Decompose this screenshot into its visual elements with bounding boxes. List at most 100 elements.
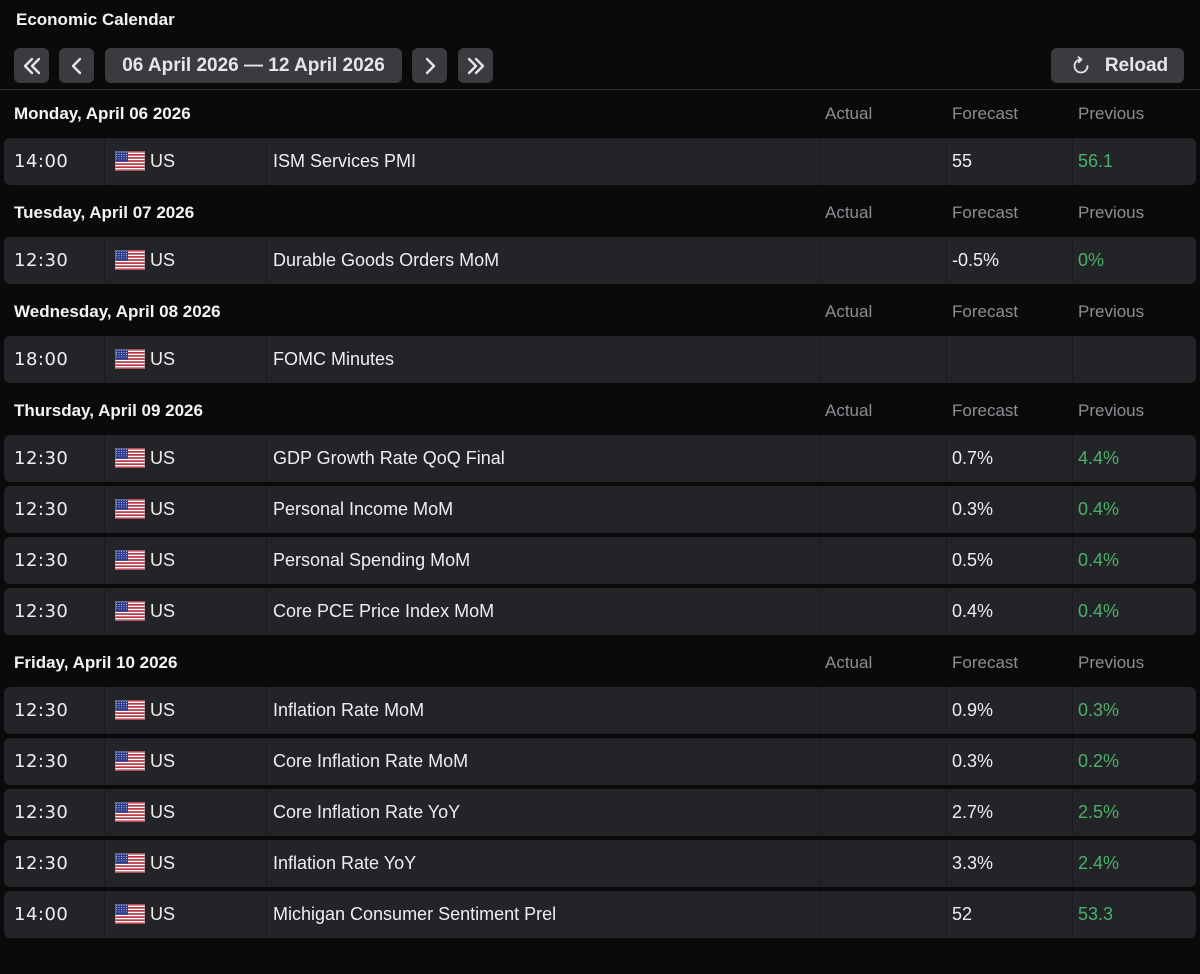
column-separator <box>819 789 820 836</box>
column-separator <box>266 687 267 734</box>
previous-week-button[interactable] <box>59 48 94 83</box>
event-row[interactable]: 12:30 US Durable Goods Orders MoM -0.5% 0% <box>4 237 1196 284</box>
calendar-list: Monday, April 06 2026 Actual Forecast Previ… <box>0 90 1200 942</box>
event-country: US <box>150 550 176 570</box>
column-separator <box>819 891 820 938</box>
us-flag-icon <box>115 802 145 822</box>
day-header: Tuesday, April 07 2026 Actual Forecast Prev… <box>0 189 1200 237</box>
column-header-forecast: Forecast <box>952 401 1019 420</box>
column-separator <box>104 891 105 938</box>
event-country: US <box>150 448 176 468</box>
event-previous: 0.4% <box>1078 499 1120 519</box>
column-separator <box>104 588 105 635</box>
column-separator <box>266 840 267 887</box>
toolbar-divider <box>0 89 1200 90</box>
column-separator <box>946 486 947 533</box>
day-header: Thursday, April 09 2026 Actual Forecast Pre… <box>0 387 1200 435</box>
event-country: US <box>150 904 176 924</box>
event-time: 18:00 <box>14 349 69 370</box>
column-separator <box>1072 738 1073 785</box>
event-forecast: 3.3% <box>952 853 994 873</box>
chevron-left-icon <box>71 57 81 74</box>
event-time: 12:30 <box>14 550 69 571</box>
last-week-button[interactable] <box>458 48 493 83</box>
event-time: 12:30 <box>14 853 69 874</box>
event-name: GDP Growth Rate QoQ Final <box>273 448 505 468</box>
column-header-previous: Previous <box>1078 203 1145 222</box>
column-separator <box>104 789 105 836</box>
column-separator <box>266 789 267 836</box>
event-previous: 2.5% <box>1078 802 1120 822</box>
event-row[interactable]: 12:30 US Core Inflation Rate YoY 2.7% 2.5% <box>4 789 1196 836</box>
column-separator <box>819 738 820 785</box>
column-separator <box>819 237 820 284</box>
column-separator <box>266 738 267 785</box>
us-flag-icon <box>115 550 145 570</box>
us-flag-icon <box>115 151 145 171</box>
column-header-forecast: Forecast <box>952 104 1019 123</box>
reload-button[interactable]: Reload <box>1051 48 1184 83</box>
event-previous: 56.1 <box>1078 151 1114 171</box>
column-separator <box>819 588 820 635</box>
us-flag-icon <box>115 349 145 369</box>
event-name: Michigan Consumer Sentiment Prel <box>273 904 557 924</box>
column-separator <box>104 537 105 584</box>
column-separator <box>946 138 947 185</box>
event-row[interactable]: 12:30 US Inflation Rate MoM 0.9% 0.3% <box>4 687 1196 734</box>
column-separator <box>266 537 267 584</box>
event-time: 12:30 <box>14 802 69 823</box>
column-separator <box>104 237 105 284</box>
day-label: Monday, April 06 2026 <box>14 104 191 123</box>
column-header-actual: Actual <box>825 653 873 672</box>
column-separator <box>1072 588 1073 635</box>
date-range-button[interactable]: 06 April 2026 — 12 April 2026 <box>105 48 402 83</box>
day-header: Wednesday, April 08 2026 Actual Forecast Pr… <box>0 288 1200 336</box>
event-previous: 0.2% <box>1078 751 1120 771</box>
event-row[interactable]: 12:30 US Core PCE Price Index MoM 0.4% 0.4% <box>4 588 1196 635</box>
event-name: Personal Spending MoM <box>273 550 471 570</box>
event-time: 12:30 <box>14 448 69 469</box>
event-forecast: -0.5% <box>952 250 1000 270</box>
event-row[interactable]: 12:30 US Inflation Rate YoY 3.3% 2.4% <box>4 840 1196 887</box>
event-previous: 0.4% <box>1078 601 1120 621</box>
event-previous: 2.4% <box>1078 853 1120 873</box>
event-name: Inflation Rate MoM <box>273 700 425 720</box>
reload-label: Reload <box>1104 54 1169 76</box>
event-forecast: 52 <box>952 904 973 924</box>
event-name: ISM Services PMI <box>273 151 417 171</box>
event-forecast: 0.3% <box>952 499 994 519</box>
event-row[interactable]: 12:30 US Personal Spending MoM 0.5% 0.4% <box>4 537 1196 584</box>
column-separator <box>946 687 947 734</box>
column-separator <box>819 537 820 584</box>
event-forecast: 0.5% <box>952 550 994 570</box>
us-flag-icon <box>115 700 145 720</box>
column-separator <box>104 486 105 533</box>
column-separator <box>1072 537 1073 584</box>
column-separator <box>946 336 947 383</box>
event-previous: 0.4% <box>1078 550 1120 570</box>
column-separator <box>819 138 820 185</box>
event-previous: 53.3 <box>1078 904 1114 924</box>
first-week-button[interactable] <box>14 48 49 83</box>
event-row[interactable]: 12:30 US GDP Growth Rate QoQ Final 0.7% 4.4% <box>4 435 1196 482</box>
column-separator <box>104 336 105 383</box>
event-row[interactable]: 14:00 US Michigan Consumer Sentiment Prel 5… <box>4 891 1196 938</box>
app-title: Economic Calendar <box>16 10 175 29</box>
column-separator <box>104 738 105 785</box>
column-separator <box>946 588 947 635</box>
event-row[interactable]: 14:00 US ISM Services PMI 55 56.1 <box>4 138 1196 185</box>
event-forecast: 2.7% <box>952 802 994 822</box>
event-time: 12:30 <box>14 250 69 271</box>
event-time: 12:30 <box>14 499 69 520</box>
event-row[interactable]: 12:30 US Personal Income MoM 0.3% 0.4% <box>4 486 1196 533</box>
event-country: US <box>150 802 176 822</box>
event-forecast: 0.7% <box>952 448 994 468</box>
column-separator <box>266 486 267 533</box>
column-header-actual: Actual <box>825 104 873 123</box>
event-row[interactable]: 12:30 US Core Inflation Rate MoM 0.3% 0.2% <box>4 738 1196 785</box>
event-row[interactable]: 18:00 US FOMC Minutes <box>4 336 1196 383</box>
day-label: Thursday, April 09 2026 <box>14 401 203 420</box>
column-separator <box>104 840 105 887</box>
column-header-forecast: Forecast <box>952 203 1019 222</box>
next-week-button[interactable] <box>412 48 447 83</box>
